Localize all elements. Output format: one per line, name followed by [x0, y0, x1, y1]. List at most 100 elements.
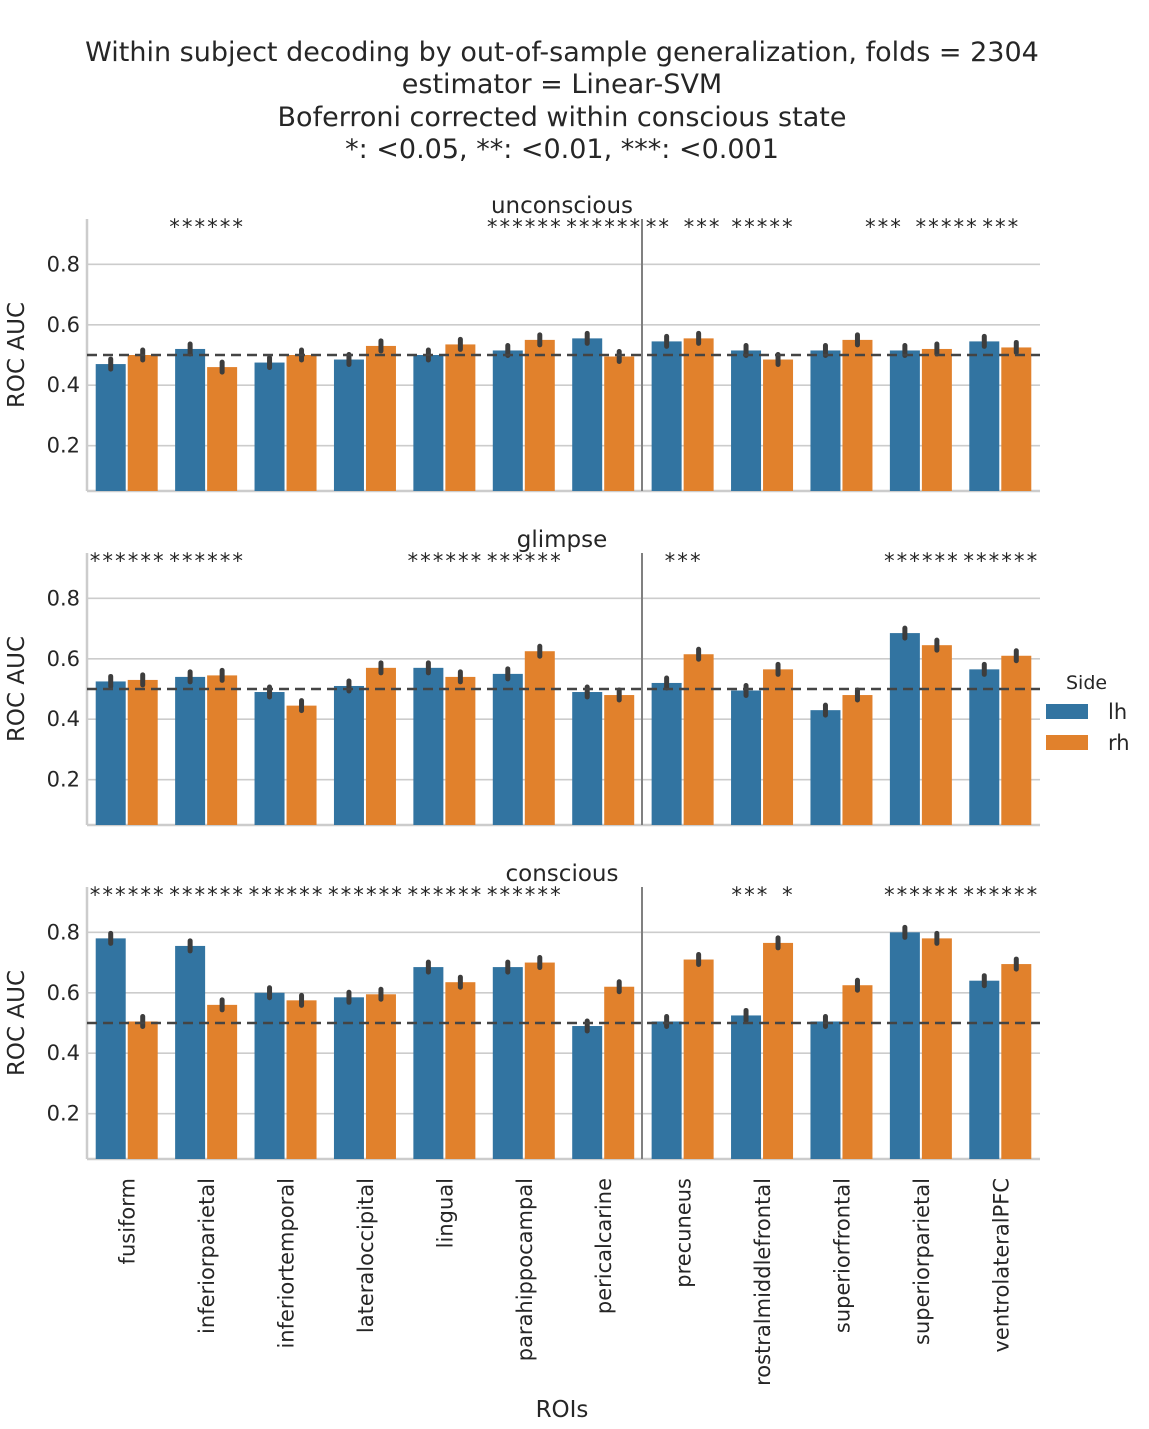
bar-rh-rostralmiddlefrontal	[763, 359, 794, 491]
x-category-label: parahippocampal	[513, 1178, 537, 1361]
bar-lh-fusiform	[95, 938, 126, 1159]
panel-title: glimpse	[517, 527, 608, 553]
significance-stars: ******	[168, 883, 244, 907]
bar-lh-inferiorparietal	[175, 945, 206, 1159]
bar-lh-lingual	[413, 667, 444, 825]
bar-lh-parahippocampal	[492, 673, 523, 825]
bar-lh-pericalcarine	[572, 1026, 603, 1159]
bar-rh-precuneus	[683, 338, 714, 491]
bar-rh-superiorparietal	[921, 938, 952, 1159]
y-tick-label: 0.8	[47, 586, 80, 610]
bar-rh-superiorfrontal	[842, 339, 873, 491]
bar-lh-superiorparietal	[889, 932, 920, 1159]
significance-stars: ******	[406, 549, 482, 573]
significance-stars: ******	[962, 549, 1038, 573]
title-line: Boferroni corrected within conscious sta…	[278, 102, 847, 133]
bar-rh-lateraloccipital	[365, 667, 396, 825]
x-category-label: lingual	[433, 1178, 457, 1248]
bar-rh-precuneus	[683, 654, 714, 825]
bar-rh-lateraloccipital	[365, 994, 396, 1159]
bar-lh-inferiortemporal	[254, 692, 285, 825]
bar-rh-lingual	[445, 676, 476, 825]
legend-label-lh: lh	[1108, 700, 1127, 724]
bar-rh-inferiortemporal	[286, 355, 317, 491]
bar-lh-fusiform	[95, 681, 126, 825]
bar-lh-pericalcarine	[572, 692, 603, 825]
y-tick-label: 0.6	[47, 647, 80, 671]
x-category-label: inferiorparietal	[195, 1178, 219, 1334]
y-axis-label: ROC AUC	[4, 636, 30, 742]
significance-stars: ** ***	[645, 215, 721, 239]
bar-lh-superiorparietal	[889, 633, 920, 825]
legend-label-rh: rh	[1108, 731, 1130, 755]
y-tick-label: 0.2	[47, 768, 80, 792]
significance-stars: ******	[168, 215, 244, 239]
significance-stars: ******	[486, 883, 562, 907]
significance-stars: ******	[962, 883, 1038, 907]
y-tick-label: 0.2	[47, 1102, 80, 1126]
bar-lh-inferiorparietal	[175, 676, 206, 825]
significance-stars: *** *****	[864, 215, 978, 239]
bar-rh-inferiorparietal	[207, 1004, 238, 1159]
bar-rh-pericalcarine	[604, 986, 635, 1159]
bar-rh-ventrolateralPFC	[1001, 655, 1032, 825]
bar-lh-ventrolateralPFC	[969, 341, 1000, 491]
bar-rh-parahippocampal	[524, 339, 555, 491]
bar-lh-superiorfrontal	[810, 350, 841, 491]
bar-rh-superiorfrontal	[842, 695, 873, 825]
bar-lh-lingual	[413, 967, 444, 1159]
y-tick-label: 0.6	[47, 313, 80, 337]
significance-stars: ******	[327, 883, 403, 907]
bar-rh-lingual	[445, 344, 476, 491]
legend: Side lh rh	[1046, 672, 1130, 755]
bar-lh-pericalcarine	[572, 338, 603, 491]
bar-rh-inferiorparietal	[207, 675, 238, 825]
significance-stars: *****	[730, 215, 793, 239]
bar-lh-superiorfrontal	[810, 1021, 841, 1159]
bar-lh-superiorfrontal	[810, 710, 841, 825]
significance-stars: ******	[406, 883, 482, 907]
bar-lh-rostralmiddlefrontal	[731, 690, 762, 825]
bar-lh-parahippocampal	[492, 967, 523, 1159]
bar-rh-ventrolateralPFC	[1001, 964, 1032, 1159]
x-category-label: pericalcarine	[592, 1178, 616, 1314]
bar-lh-ventrolateralPFC	[969, 669, 1000, 825]
x-category-labels: fusiform inferiorparietal inferiortemporal…	[116, 1178, 1014, 1386]
bar-rh-fusiform	[127, 679, 158, 825]
y-tick-label: 0.8	[47, 920, 80, 944]
bar-rh-rostralmiddlefrontal	[763, 942, 794, 1159]
significance-stars: ******	[883, 549, 959, 573]
legend-swatch-rh	[1046, 735, 1088, 750]
bar-rh-parahippocampal	[524, 962, 555, 1159]
y-tick-label: 0.8	[47, 252, 80, 276]
significance-stars: ******	[168, 549, 244, 573]
significance-stars: ******	[89, 883, 165, 907]
bar-rh-inferiorparietal	[207, 367, 238, 491]
figure-title: Within subject decoding by out-of-sample…	[85, 37, 1039, 165]
bar-rh-pericalcarine	[604, 695, 635, 825]
bar-lh-precuneus	[651, 1021, 682, 1159]
bar-lh-precuneus	[651, 682, 682, 825]
significance-stars: ******	[486, 549, 562, 573]
x-category-label: ventrolateralPFC	[989, 1178, 1013, 1353]
panel-title: unconscious	[491, 193, 633, 219]
x-category-label: superiorparietal	[910, 1178, 934, 1345]
y-axis-label: ROC AUC	[4, 970, 30, 1076]
y-tick-label: 0.6	[47, 981, 80, 1005]
bar-rh-rostralmiddlefrontal	[763, 669, 794, 825]
panel-title: conscious	[506, 861, 619, 887]
bar-lh-lateraloccipital	[333, 685, 364, 825]
significance-stars: ******	[565, 215, 641, 239]
x-category-label: precuneus	[672, 1178, 696, 1288]
significance-stars: ******	[89, 549, 165, 573]
y-axis-label: ROC AUC	[4, 302, 30, 408]
bar-rh-pericalcarine	[604, 356, 635, 491]
title-line: estimator = Linear-SVM	[402, 69, 722, 100]
x-category-label: lateraloccipital	[354, 1178, 378, 1333]
bar-rh-ventrolateralPFC	[1001, 347, 1032, 491]
bar-lh-lateraloccipital	[333, 359, 364, 491]
x-category-label: rostralmiddlefrontal	[751, 1178, 775, 1386]
